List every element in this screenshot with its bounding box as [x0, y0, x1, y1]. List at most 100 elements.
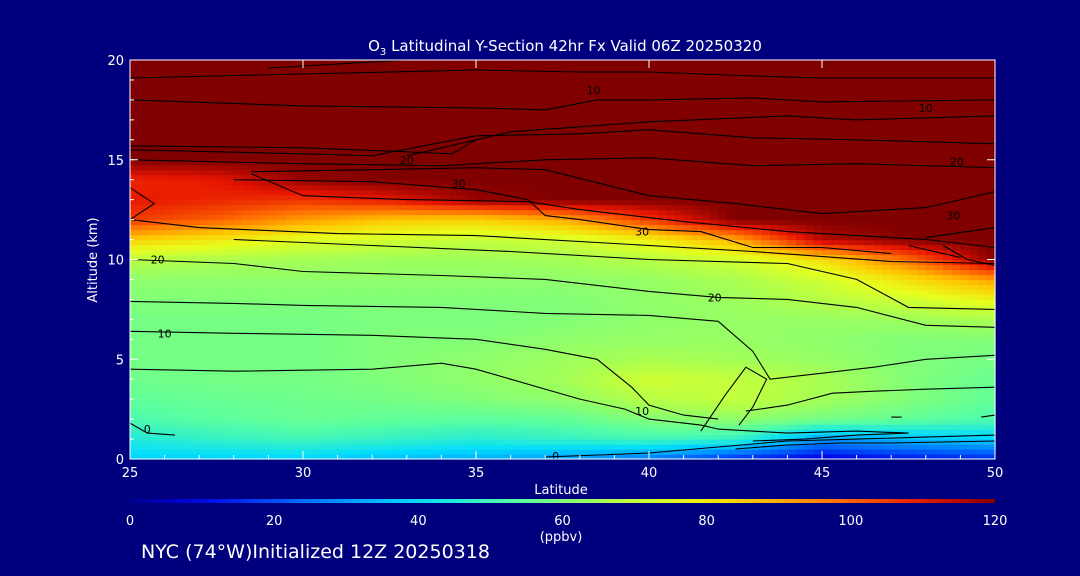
heatmap-cell [796, 419, 806, 425]
heatmap-cell [623, 274, 633, 281]
heatmap-cell [484, 249, 494, 256]
heatmap-cell [986, 234, 996, 241]
heatmap-cell [242, 289, 252, 296]
heatmap-cell [683, 224, 693, 231]
heatmap-cell [155, 434, 166, 440]
heatmap-cell [242, 399, 252, 405]
heatmap-cell [986, 419, 996, 425]
heatmap-cell [536, 214, 546, 221]
heatmap-cell [233, 304, 244, 310]
heatmap-cell [251, 334, 261, 340]
heatmap-cell [242, 334, 252, 340]
heatmap-cell [666, 239, 676, 246]
heatmap-cell [657, 429, 667, 435]
heatmap-cell [476, 284, 486, 291]
heatmap-cell [778, 259, 788, 266]
heatmap-cell [285, 374, 295, 380]
heatmap-cell [380, 429, 391, 435]
heatmap-cell [847, 434, 858, 440]
heatmap-cell [268, 219, 278, 226]
heatmap-cell [657, 374, 667, 380]
heatmap-cell [986, 339, 996, 345]
heatmap-cell [294, 419, 304, 425]
heatmap-cell [519, 254, 529, 261]
heatmap-cell [527, 419, 538, 425]
heatmap-cell [908, 389, 918, 395]
heatmap-cell [969, 314, 979, 320]
heatmap-cell [216, 364, 226, 370]
heatmap-cell [640, 324, 650, 330]
heatmap-cell [242, 264, 252, 271]
heatmap-cell [527, 384, 538, 390]
heatmap-cell [527, 319, 538, 325]
heatmap-cell [986, 404, 996, 410]
heatmap-cell [363, 234, 373, 241]
heatmap-cell [804, 429, 814, 435]
heatmap-cell [873, 409, 884, 415]
heatmap-cell [536, 434, 546, 440]
heatmap-cell [501, 454, 512, 460]
heatmap-cell [830, 409, 840, 415]
heatmap-cell [225, 419, 235, 425]
heatmap-cell [467, 274, 477, 281]
heatmap-cell [476, 389, 486, 395]
heatmap-cell [666, 429, 676, 435]
heatmap-cell [181, 394, 192, 400]
heatmap-cell [917, 334, 927, 340]
heatmap-cell [873, 254, 884, 261]
heatmap-cell [259, 304, 269, 310]
heatmap-cell [138, 309, 148, 315]
heatmap-cell [303, 429, 313, 435]
heatmap-cell [588, 314, 598, 320]
heatmap-cell [424, 384, 434, 390]
heatmap-cell [588, 444, 598, 450]
heatmap-cell [216, 329, 226, 335]
heatmap-cell [484, 214, 494, 221]
heatmap-cell [380, 289, 391, 296]
heatmap-cell [614, 369, 624, 375]
heatmap-cell [311, 379, 321, 385]
heatmap-cell [778, 214, 788, 221]
heatmap-cell [796, 274, 806, 281]
heatmap-cell [337, 284, 347, 291]
heatmap-cell [899, 454, 910, 460]
heatmap-cell [657, 349, 667, 355]
heatmap-cell [891, 424, 901, 430]
heatmap-cell [951, 309, 961, 315]
heatmap-cell [917, 289, 927, 296]
heatmap-cell [545, 324, 555, 330]
heatmap-cell [597, 404, 607, 410]
heatmap-cell [510, 454, 520, 460]
heatmap-cell [571, 349, 581, 355]
heatmap-cell [744, 279, 754, 286]
heatmap-cell [925, 409, 936, 415]
heatmap-cell [181, 364, 192, 370]
heatmap-cell [138, 324, 148, 330]
heatmap-cell [830, 324, 840, 330]
heatmap-cell [277, 449, 287, 455]
heatmap-cell [674, 284, 685, 291]
heatmap-cell [406, 409, 417, 415]
heatmap-cell [467, 329, 477, 335]
heatmap-cell [666, 329, 676, 335]
heatmap-cell [640, 424, 650, 430]
heatmap-cell [822, 424, 832, 430]
heatmap-cell [294, 244, 304, 251]
heatmap-cell [147, 349, 157, 355]
heatmap-cell [908, 209, 918, 216]
heatmap-cell [285, 384, 295, 390]
heatmap-cell [380, 229, 391, 236]
heatmap-cell [674, 359, 685, 365]
heatmap-cell [873, 374, 884, 380]
heatmap-cell [925, 449, 936, 455]
heatmap-cell [216, 344, 226, 350]
heatmap-cell [303, 449, 313, 455]
heatmap-cell [320, 454, 330, 460]
heatmap-cell [796, 359, 806, 365]
heatmap-cell [510, 344, 520, 350]
heatmap-cell [588, 344, 598, 350]
heatmap-cell [424, 339, 434, 345]
heatmap-cell [553, 394, 564, 400]
heatmap-cell [623, 354, 633, 360]
heatmap-cell [882, 449, 892, 455]
